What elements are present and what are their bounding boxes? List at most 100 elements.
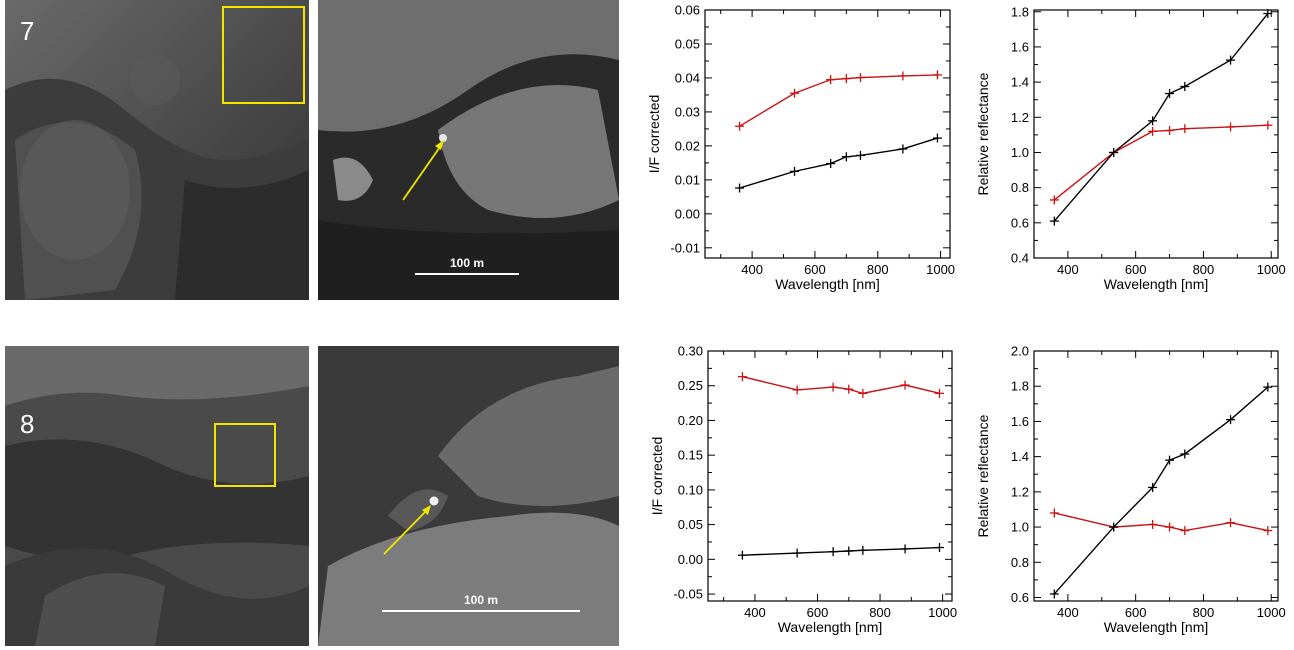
x-tick-label: 600: [1125, 262, 1147, 277]
y-axis-label: I/F corrected: [646, 95, 662, 174]
data-point-marker: [1109, 147, 1119, 157]
data-point-marker: [858, 545, 868, 555]
plot-frame: [707, 350, 953, 602]
x-axis-label: Wavelength [nm]: [1104, 276, 1209, 292]
data-point-marker: [1263, 382, 1273, 392]
data-point-marker: [1226, 55, 1236, 65]
x-tick-label: 800: [1193, 262, 1215, 277]
y-tick-label: 0.6: [1011, 590, 1029, 605]
y-axis-label: Relative reflectance: [975, 414, 991, 537]
data-point-marker: [737, 372, 747, 382]
data-point-marker: [1226, 415, 1236, 425]
y-tick-label: -0.01: [670, 240, 700, 255]
y-tick-label: 0.02: [675, 138, 700, 153]
x-tick-label: 1000: [1257, 605, 1286, 620]
y-tick-label: 0.03: [675, 104, 700, 119]
y-tick-label: 0.05: [678, 517, 703, 532]
scale-label: 100 m: [449, 256, 485, 270]
data-point-marker: [1109, 522, 1119, 532]
data-point-marker: [1263, 9, 1273, 19]
data-point-marker: [828, 547, 838, 557]
data-point-marker: [1148, 482, 1158, 492]
x-tick-label: 800: [1193, 605, 1215, 620]
x-tick-label: 600: [1125, 605, 1147, 620]
y-axis-label: I/F corrected: [649, 437, 665, 516]
data-point-marker: [1165, 455, 1175, 465]
plot-frame: [704, 9, 951, 259]
data-point-marker: [898, 144, 908, 154]
y-tick-label: 0.8: [1011, 180, 1029, 195]
data-point-marker: [1263, 120, 1273, 130]
overview-image-7: 7: [5, 0, 309, 300]
x-tick-label: 600: [804, 262, 826, 277]
y-tick-label: 1.6: [1011, 414, 1029, 429]
data-point-marker: [934, 388, 944, 398]
x-tick-label: 400: [741, 262, 763, 277]
data-point-marker: [826, 75, 836, 85]
x-tick-label: 400: [1057, 262, 1079, 277]
series-line: [1054, 512, 1268, 532]
plot-frame: [1033, 9, 1279, 259]
data-point-marker: [790, 88, 800, 98]
x-tick-label: 400: [744, 605, 766, 620]
zoom-image-7: 100 m: [318, 0, 619, 300]
y-axis-label: Relative reflectance: [975, 72, 991, 195]
data-point-marker: [828, 382, 838, 392]
data-point-marker: [855, 150, 865, 160]
y-tick-label: 0.00: [675, 206, 700, 221]
data-point-marker: [898, 71, 908, 81]
data-point-marker: [844, 384, 854, 394]
overview-image-8: 8: [5, 346, 309, 646]
y-tick-label: 1.6: [1011, 39, 1029, 54]
pointer-arrow: [402, 143, 443, 201]
data-point-marker: [1263, 526, 1273, 536]
y-tick-label: 0.6: [1011, 215, 1029, 230]
y-tick-label: 1.0: [1011, 145, 1029, 160]
y-tick-label: 0.25: [678, 378, 703, 393]
pointer-arrow: [383, 508, 429, 555]
data-point-marker: [790, 166, 800, 176]
panel-number-8: 8: [20, 409, 35, 439]
x-tick-label: 600: [807, 605, 829, 620]
y-tick-label: 0.4: [1011, 251, 1029, 266]
y-tick-label: 1.2: [1011, 110, 1029, 125]
data-point-marker: [735, 121, 745, 131]
x-tick-label: 1000: [926, 262, 955, 277]
data-point-marker: [792, 385, 802, 395]
y-tick-label: 0.20: [678, 413, 703, 428]
y-tick-label: 1.8: [1011, 4, 1029, 19]
data-point-marker: [1180, 124, 1190, 134]
y-tick-label: 0.15: [678, 448, 703, 463]
y-tick-label: 0.04: [675, 70, 700, 85]
zoom-image-8: 100 m: [318, 346, 619, 646]
y-tick-label: 1.2: [1011, 484, 1029, 499]
data-point-marker: [1049, 589, 1059, 599]
data-point-marker: [932, 133, 942, 143]
x-axis-label: Wavelength [nm]: [778, 619, 883, 635]
y-tick-label: 1.0: [1011, 520, 1029, 535]
data-point-marker: [841, 74, 851, 84]
y-tick-label: 0.8: [1011, 555, 1029, 570]
data-point-marker: [1165, 89, 1175, 99]
scale-bar: [415, 273, 519, 275]
data-point-marker: [1180, 449, 1190, 459]
y-tick-label: 0.00: [678, 552, 703, 567]
x-tick-label: 800: [869, 605, 891, 620]
x-axis-label: Wavelength [nm]: [775, 276, 880, 292]
y-tick-label: 0.30: [678, 344, 703, 359]
data-point-marker: [792, 548, 802, 558]
data-point-marker: [1226, 518, 1236, 528]
data-point-marker: [858, 388, 868, 398]
highlight-box: [222, 6, 305, 104]
series-line: [1053, 386, 1269, 595]
data-point-marker: [934, 543, 944, 553]
scale-label: 100 m: [463, 593, 499, 607]
x-axis-label: Wavelength [nm]: [1104, 619, 1209, 635]
data-point-marker: [1165, 125, 1175, 135]
x-tick-label: 1000: [928, 605, 957, 620]
data-point-marker: [844, 546, 854, 556]
x-tick-label: 1000: [1257, 262, 1286, 277]
